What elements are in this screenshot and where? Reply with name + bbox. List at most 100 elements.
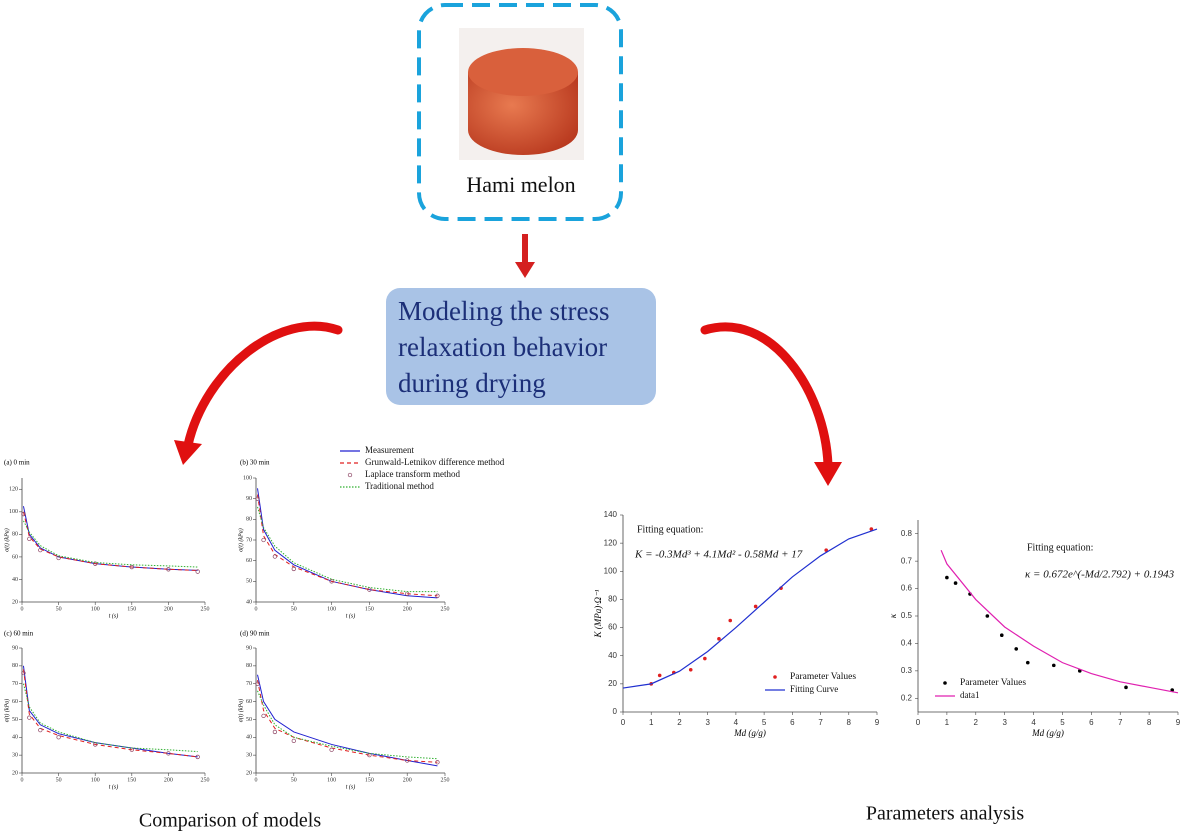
x-axis-label: t (s) bbox=[346, 612, 356, 619]
data-point bbox=[329, 747, 334, 752]
y-tick-label: 70 bbox=[246, 537, 252, 543]
y-tick-label: 20 bbox=[12, 770, 18, 776]
x-tick-label: 50 bbox=[56, 606, 62, 612]
data-point bbox=[435, 760, 440, 765]
arrow-shaft bbox=[522, 234, 528, 264]
series-line bbox=[22, 669, 198, 758]
y-tick-label: 90 bbox=[246, 496, 252, 502]
x-tick-label: 7 bbox=[818, 718, 823, 727]
x-tick-label: 4 bbox=[734, 718, 739, 727]
x-axis-label: t (s) bbox=[109, 612, 119, 619]
y-tick-label: 90 bbox=[12, 645, 18, 651]
x-tick-label: 4 bbox=[1031, 718, 1036, 727]
chart-title: (d) 90 min bbox=[240, 630, 270, 638]
series-line bbox=[257, 680, 438, 763]
sample-label: Hami melon bbox=[466, 172, 575, 197]
data-point bbox=[272, 729, 278, 735]
legend-marker bbox=[943, 681, 947, 685]
x-tick-label: 2 bbox=[677, 718, 682, 727]
y-tick-label: 100 bbox=[9, 509, 18, 515]
data-point bbox=[824, 548, 828, 552]
data-point bbox=[1124, 685, 1128, 690]
data-point bbox=[753, 604, 758, 609]
y-tick-label: 50 bbox=[246, 717, 252, 723]
data-point bbox=[1051, 663, 1056, 668]
y-tick-label: 80 bbox=[246, 517, 252, 523]
y-tick-label: 60 bbox=[246, 558, 252, 564]
y-tick-label: 30 bbox=[12, 753, 18, 759]
x-tick-label: 150 bbox=[127, 606, 136, 612]
y-tick-label: 70 bbox=[12, 681, 18, 687]
legend-marker bbox=[347, 472, 353, 478]
y-tick-label: 80 bbox=[246, 663, 252, 669]
sample-frame bbox=[417, 3, 623, 221]
y-tick-label: 40 bbox=[12, 577, 18, 583]
x-tick-label: 100 bbox=[91, 606, 100, 612]
data-point bbox=[129, 564, 134, 570]
caption-left: Comparison of models bbox=[139, 810, 321, 832]
x-tick-label: 1 bbox=[649, 718, 654, 727]
data-point bbox=[21, 670, 26, 676]
data-point bbox=[261, 713, 266, 719]
chart-title: (a) 0 min bbox=[4, 459, 30, 467]
y-tick-label: 120 bbox=[9, 487, 18, 493]
x-tick-label: 250 bbox=[201, 777, 210, 783]
series-line bbox=[22, 506, 198, 571]
x-tick-label: 150 bbox=[365, 606, 374, 612]
y-tick-label: 0 bbox=[613, 707, 618, 716]
legend-label: Parameter Values bbox=[960, 678, 1026, 688]
x-tick-label: 6 bbox=[790, 718, 795, 727]
legend-label: Fitting Curve bbox=[790, 684, 838, 694]
y-tick-label: 0.8 bbox=[901, 529, 913, 538]
data-point bbox=[272, 554, 278, 559]
curved-arrow-right bbox=[700, 322, 833, 470]
data-point bbox=[985, 614, 990, 618]
legend-label: Measurement bbox=[365, 445, 414, 455]
process-holder: Modeling the stress relaxation behavior … bbox=[398, 296, 609, 398]
data-point bbox=[728, 618, 733, 623]
legend-label: Laplace transform method bbox=[365, 469, 460, 479]
arrow-head-right bbox=[814, 462, 842, 486]
x-tick-label: 50 bbox=[291, 606, 297, 612]
data-point bbox=[1025, 660, 1030, 665]
chart-title: (b) 30 min bbox=[240, 459, 270, 467]
data-point bbox=[261, 537, 266, 543]
x-tick-label: 9 bbox=[875, 718, 880, 727]
x-tick-label: 8 bbox=[847, 718, 852, 727]
y-tick-label: 30 bbox=[246, 753, 252, 759]
y-tick-label: 50 bbox=[12, 717, 18, 723]
y-axis-label: σ(t) (kPa) bbox=[3, 528, 10, 551]
x-tick-label: 250 bbox=[441, 777, 450, 783]
melon-top bbox=[468, 48, 578, 96]
x-tick-label: 100 bbox=[327, 777, 336, 783]
y-axis-label: σ(t) (kPa) bbox=[237, 528, 244, 551]
arrow-head-left bbox=[174, 440, 202, 465]
y-tick-label: 50 bbox=[246, 579, 252, 585]
x-tick-label: 50 bbox=[56, 777, 62, 783]
x-axis-label: t (s) bbox=[346, 783, 356, 790]
x-tick-label: 200 bbox=[403, 606, 412, 612]
y-tick-label: 0.2 bbox=[901, 693, 913, 702]
y-axis-label: κ bbox=[888, 613, 898, 618]
y-tick-label: 40 bbox=[246, 735, 252, 741]
data-point bbox=[195, 754, 200, 760]
y-axis-label: σ(t) (kPa) bbox=[3, 699, 10, 722]
y-tick-label: 40 bbox=[608, 651, 617, 660]
y-tick-label: 0.3 bbox=[901, 666, 913, 675]
y-tick-label: 60 bbox=[246, 699, 252, 705]
x-tick-label: 5 bbox=[1060, 718, 1065, 727]
y-tick-label: 0.5 bbox=[901, 611, 913, 620]
data-point bbox=[255, 496, 260, 501]
data-point bbox=[56, 735, 61, 740]
x-tick-label: 8 bbox=[1147, 718, 1152, 727]
x-axis-label: Md (g/g) bbox=[1031, 728, 1064, 738]
series-line bbox=[257, 674, 438, 767]
curved-arrow-left bbox=[183, 321, 343, 450]
x-tick-label: 100 bbox=[91, 777, 100, 783]
series-line bbox=[22, 683, 198, 753]
series-line bbox=[22, 665, 198, 758]
x-tick-label: 150 bbox=[365, 777, 374, 783]
x-tick-label: 7 bbox=[1118, 718, 1123, 727]
legend-label: Traditional method bbox=[365, 481, 434, 491]
